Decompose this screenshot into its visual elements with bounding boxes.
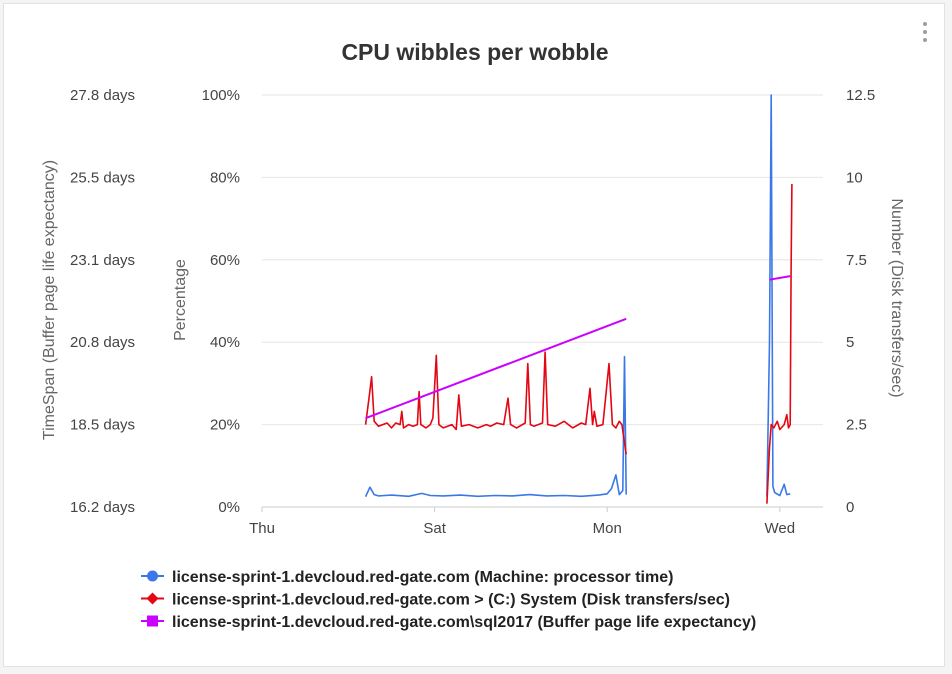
y-tick-left-inner: 0% (218, 499, 240, 516)
y-tick-right: 12.5 (846, 87, 875, 104)
y-tick-right: 10 (846, 169, 863, 186)
legend: license-sprint-1.devcloud.red-gate.com (… (141, 569, 756, 631)
legend-marker-diamond-icon (146, 592, 159, 605)
x-tick-label: Sat (423, 520, 446, 537)
legend-marker-square-icon (147, 615, 158, 627)
chart-card (3, 3, 945, 667)
y-tick-right: 2.5 (846, 417, 867, 434)
y-tick-left-inner: 60% (210, 252, 240, 269)
series-line-2 (364, 351, 627, 455)
legend-label[interactable]: license-sprint-1.devcloud.red-gate.com >… (172, 592, 730, 609)
series-line-3 (769, 275, 791, 281)
series-line-3 (365, 317, 627, 420)
y-tick-left-outer: 16.2 days (70, 499, 135, 516)
series-line-1 (766, 94, 791, 497)
menu-dot (923, 38, 927, 42)
series-group (364, 94, 793, 504)
y-tick-left-inner: 100% (202, 87, 240, 104)
y-tick-left-outer: 23.1 days (70, 252, 135, 269)
y-tick-right: 7.5 (846, 252, 867, 269)
y-tick-left-outer: 20.8 days (70, 334, 135, 351)
chart-title: CPU wibbles per wobble (341, 39, 608, 65)
x-tick-label: Mon (593, 520, 622, 537)
y-tick-right: 5 (846, 334, 854, 351)
menu-dot (923, 30, 927, 34)
series-line-1 (364, 355, 627, 498)
legend-label[interactable]: license-sprint-1.devcloud.red-gate.com\s… (172, 614, 756, 631)
series-line-2 (766, 183, 793, 504)
x-tick-label: Wed (765, 520, 796, 537)
y-tick-left-outer: 27.8 days (70, 87, 135, 104)
y-tick-left-outer: 25.5 days (70, 169, 135, 186)
y-axis-label-left-outer: TimeSpan (Buffer page life expectancy) (41, 160, 58, 440)
legend-marker-circle-icon (147, 570, 158, 582)
y-tick-left-outer: 18.5 days (70, 417, 135, 434)
more-options-icon[interactable] (920, 22, 930, 44)
y-tick-right: 0 (846, 499, 854, 516)
y-tick-left-inner: 80% (210, 169, 240, 186)
legend-label[interactable]: license-sprint-1.devcloud.red-gate.com (… (172, 569, 673, 586)
grid (262, 94, 823, 508)
menu-dot (923, 22, 927, 26)
y-axis-label-left-inner: Percentage (172, 259, 189, 341)
y-axis-label-right: Number (Disk transfers/sec) (888, 198, 905, 397)
y-tick-left-inner: 20% (210, 417, 240, 434)
tick-labels: 27.8 days 25.5 days 23.1 days 20.8 days 18.5… (70, 87, 875, 537)
x-tick-label: Thu (249, 520, 275, 537)
y-tick-left-inner: 40% (210, 334, 240, 351)
